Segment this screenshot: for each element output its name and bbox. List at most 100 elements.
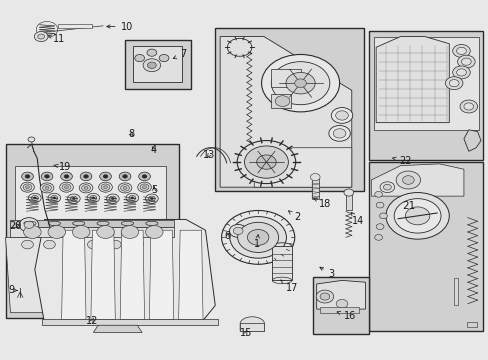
Circle shape: [233, 227, 243, 234]
Circle shape: [72, 226, 90, 238]
Circle shape: [67, 194, 80, 203]
Circle shape: [142, 175, 147, 178]
Circle shape: [229, 217, 286, 258]
Text: 1: 1: [254, 235, 260, 249]
Circle shape: [271, 62, 329, 105]
Text: 17: 17: [280, 280, 298, 293]
Polygon shape: [15, 166, 166, 230]
Circle shape: [103, 186, 107, 189]
Text: 20: 20: [9, 221, 22, 230]
Circle shape: [459, 100, 477, 113]
Circle shape: [80, 172, 92, 181]
Circle shape: [335, 300, 347, 308]
Circle shape: [103, 175, 108, 178]
Circle shape: [395, 171, 420, 189]
Bar: [271, 69, 300, 87]
Circle shape: [244, 146, 288, 178]
Circle shape: [379, 213, 386, 219]
Circle shape: [33, 197, 36, 199]
Text: 22: 22: [392, 156, 411, 166]
Circle shape: [81, 185, 90, 191]
Text: 15: 15: [239, 328, 251, 338]
Bar: [312, 277, 368, 334]
Text: 11: 11: [48, 34, 65, 44]
Circle shape: [148, 196, 155, 201]
Text: 3: 3: [319, 267, 334, 279]
Polygon shape: [91, 230, 115, 320]
Circle shape: [72, 198, 75, 200]
Circle shape: [452, 66, 469, 79]
Circle shape: [48, 226, 65, 238]
Circle shape: [65, 240, 77, 249]
Circle shape: [256, 155, 276, 169]
Circle shape: [20, 182, 34, 192]
Circle shape: [45, 186, 49, 189]
Polygon shape: [93, 325, 142, 332]
Bar: [42, 319, 217, 325]
Text: 14: 14: [351, 212, 363, 226]
Circle shape: [84, 186, 88, 189]
Circle shape: [23, 184, 32, 190]
Polygon shape: [220, 37, 351, 187]
Text: 16: 16: [336, 311, 355, 321]
Circle shape: [135, 54, 144, 62]
Circle shape: [38, 34, 44, 39]
Circle shape: [41, 172, 53, 181]
Circle shape: [159, 54, 168, 62]
Circle shape: [461, 58, 470, 65]
Circle shape: [285, 72, 315, 94]
Circle shape: [456, 69, 466, 76]
Circle shape: [101, 184, 110, 190]
Circle shape: [121, 185, 129, 191]
Circle shape: [51, 195, 58, 201]
Text: 18: 18: [313, 198, 331, 209]
Circle shape: [21, 240, 33, 249]
Circle shape: [40, 183, 54, 193]
Circle shape: [79, 183, 93, 193]
Bar: [133, 46, 182, 82]
Circle shape: [463, 103, 473, 110]
Polygon shape: [120, 230, 144, 320]
Circle shape: [452, 44, 469, 57]
Circle shape: [48, 193, 61, 203]
Circle shape: [405, 207, 429, 225]
Circle shape: [374, 234, 382, 240]
Circle shape: [150, 198, 153, 200]
Circle shape: [25, 175, 30, 178]
Circle shape: [92, 197, 95, 199]
Polygon shape: [239, 323, 264, 330]
Bar: [466, 321, 476, 327]
Bar: [5, 144, 178, 318]
Circle shape: [138, 182, 151, 192]
Text: 4: 4: [151, 144, 157, 154]
Circle shape: [316, 290, 333, 303]
Text: 19: 19: [54, 162, 71, 172]
Circle shape: [343, 189, 353, 196]
Bar: [453, 278, 457, 305]
Bar: [311, 179, 319, 199]
Circle shape: [402, 176, 413, 184]
Circle shape: [379, 182, 394, 193]
Polygon shape: [13, 226, 171, 234]
Circle shape: [320, 293, 329, 300]
Text: 12: 12: [86, 316, 98, 325]
Bar: [271, 94, 290, 108]
Circle shape: [457, 55, 474, 68]
Text: 21: 21: [401, 201, 415, 211]
Polygon shape: [61, 230, 86, 320]
Text: 6: 6: [224, 231, 230, 240]
Circle shape: [31, 195, 38, 201]
Polygon shape: [35, 220, 215, 323]
Circle shape: [60, 182, 73, 192]
Bar: [272, 246, 291, 280]
Circle shape: [375, 224, 383, 229]
Circle shape: [143, 59, 160, 72]
Circle shape: [131, 197, 134, 199]
Polygon shape: [463, 130, 480, 151]
Circle shape: [126, 193, 139, 203]
Bar: [345, 194, 351, 211]
Circle shape: [147, 49, 157, 56]
Bar: [320, 307, 358, 314]
Circle shape: [221, 211, 294, 264]
Circle shape: [332, 129, 345, 138]
